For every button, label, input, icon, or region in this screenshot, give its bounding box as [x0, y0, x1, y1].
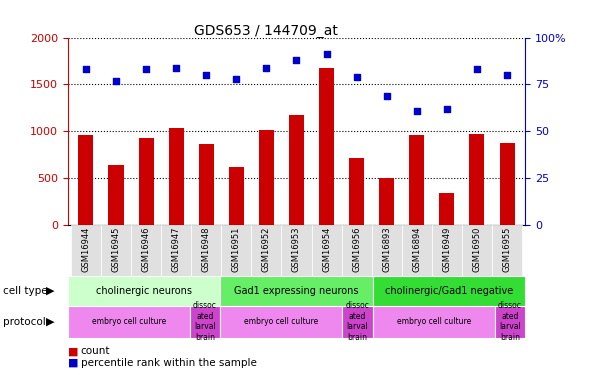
FancyBboxPatch shape [190, 306, 220, 338]
Text: Gad1 expressing neurons: Gad1 expressing neurons [234, 286, 359, 296]
FancyBboxPatch shape [71, 225, 101, 276]
Text: GSM16949: GSM16949 [442, 226, 451, 272]
Text: percentile rank within the sample: percentile rank within the sample [81, 358, 257, 368]
FancyBboxPatch shape [494, 306, 525, 338]
Text: GSM16894: GSM16894 [412, 226, 421, 272]
Point [112, 78, 121, 84]
Text: GSM16944: GSM16944 [81, 226, 90, 272]
FancyBboxPatch shape [191, 225, 221, 276]
FancyBboxPatch shape [221, 225, 251, 276]
Text: GSM16946: GSM16946 [142, 226, 150, 272]
Text: GSM16954: GSM16954 [322, 226, 331, 272]
Text: embryo cell culture: embryo cell culture [396, 317, 471, 326]
FancyBboxPatch shape [220, 276, 373, 306]
Text: protocol: protocol [3, 316, 45, 327]
Bar [349, 158, 364, 225]
Bar [229, 167, 244, 225]
FancyBboxPatch shape [372, 225, 402, 276]
Point [382, 93, 391, 99]
FancyBboxPatch shape [373, 306, 494, 338]
Point [172, 64, 181, 70]
Point [472, 66, 481, 72]
FancyBboxPatch shape [101, 225, 131, 276]
Point [262, 64, 271, 70]
Text: GSM16951: GSM16951 [232, 226, 241, 272]
Point [502, 72, 512, 78]
Text: ▶: ▶ [47, 286, 55, 296]
Bar [169, 128, 183, 225]
Point [322, 51, 331, 57]
Point [292, 57, 301, 63]
Text: cholinergic neurons: cholinergic neurons [96, 286, 192, 296]
FancyBboxPatch shape [342, 306, 373, 338]
Text: embryo cell culture: embryo cell culture [244, 317, 319, 326]
FancyBboxPatch shape [492, 225, 522, 276]
Text: GSM16952: GSM16952 [262, 226, 271, 272]
Bar [409, 135, 424, 225]
Text: cell type: cell type [3, 286, 48, 296]
Point [442, 106, 451, 112]
Text: count: count [81, 346, 110, 356]
Text: ■: ■ [68, 346, 78, 356]
FancyBboxPatch shape [131, 225, 161, 276]
Bar [379, 178, 394, 225]
Text: GSM16956: GSM16956 [352, 226, 361, 272]
Text: GSM16945: GSM16945 [112, 226, 120, 272]
Point [202, 72, 211, 78]
Text: embryo cell culture: embryo cell culture [91, 317, 166, 326]
Text: dissoc
ated
larval
brain: dissoc ated larval brain [346, 302, 369, 342]
Text: cholinergic/Gad1 negative: cholinergic/Gad1 negative [385, 286, 513, 296]
Bar [500, 144, 514, 225]
Text: GSM16953: GSM16953 [292, 226, 301, 272]
FancyBboxPatch shape [251, 225, 281, 276]
FancyBboxPatch shape [68, 306, 190, 338]
Point [142, 66, 151, 72]
Text: dissoc
ated
larval
brain: dissoc ated larval brain [193, 302, 217, 342]
FancyBboxPatch shape [402, 225, 432, 276]
Bar [319, 68, 334, 225]
Bar [139, 138, 153, 225]
FancyBboxPatch shape [312, 225, 342, 276]
Text: GSM16950: GSM16950 [473, 226, 481, 272]
FancyBboxPatch shape [462, 225, 492, 276]
Bar [199, 144, 214, 225]
Text: GSM16955: GSM16955 [503, 226, 512, 272]
Text: GSM16893: GSM16893 [382, 226, 391, 272]
Text: ■: ■ [68, 358, 78, 368]
FancyBboxPatch shape [161, 225, 191, 276]
Bar [470, 134, 484, 225]
Point [81, 66, 91, 72]
Bar [109, 165, 123, 225]
Point [352, 74, 361, 80]
Text: GSM16947: GSM16947 [172, 226, 181, 272]
FancyBboxPatch shape [432, 225, 462, 276]
Text: dissoc
ated
larval
brain: dissoc ated larval brain [498, 302, 522, 342]
FancyBboxPatch shape [281, 225, 312, 276]
FancyBboxPatch shape [373, 276, 525, 306]
Bar [289, 116, 304, 225]
Text: GSM16948: GSM16948 [202, 226, 211, 272]
Text: ▶: ▶ [47, 316, 55, 327]
FancyBboxPatch shape [68, 276, 220, 306]
FancyBboxPatch shape [342, 225, 372, 276]
FancyBboxPatch shape [220, 306, 342, 338]
Bar [440, 193, 454, 225]
Text: GDS653 / 144709_at: GDS653 / 144709_at [194, 24, 337, 38]
Point [412, 108, 421, 114]
Bar [78, 135, 93, 225]
Point [232, 76, 241, 82]
Bar [259, 130, 274, 225]
